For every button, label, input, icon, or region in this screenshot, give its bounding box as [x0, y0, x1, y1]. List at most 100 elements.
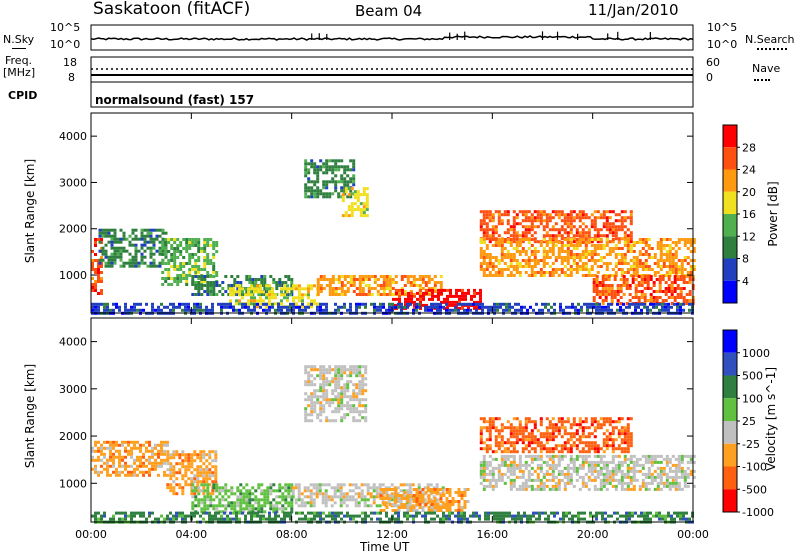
velocity-cell	[160, 446, 163, 450]
velocity-cell	[411, 504, 415, 508]
power-cell	[100, 289, 103, 292]
power-cell	[593, 274, 597, 277]
power-cell	[593, 247, 597, 250]
velocity-cell	[263, 492, 267, 496]
power-cell	[646, 308, 649, 312]
velocity-cell	[154, 452, 157, 456]
power-cell	[172, 305, 175, 309]
power-cell	[475, 308, 478, 312]
power-cell	[325, 308, 328, 312]
power-cell	[538, 308, 541, 312]
power-cell	[479, 300, 482, 304]
velocity-cell	[512, 457, 516, 461]
power-cell	[604, 290, 608, 293]
power-cell	[673, 296, 677, 299]
velocity-cell	[394, 509, 398, 512]
velocity-cell	[623, 426, 627, 430]
velocity-cell	[512, 429, 516, 433]
power-cell	[97, 238, 100, 241]
power-cell	[409, 302, 412, 306]
velocity-cell	[208, 450, 212, 454]
power-cell	[647, 256, 651, 259]
power-cell	[152, 264, 156, 268]
velocity-cell	[190, 459, 194, 463]
velocity-cell	[124, 467, 127, 471]
velocity-cell	[400, 494, 404, 497]
power-cell	[587, 268, 591, 271]
velocity-cell	[611, 475, 615, 479]
velocity-cell	[479, 481, 483, 485]
power-cell	[307, 177, 311, 181]
velocity-cell	[575, 438, 579, 442]
velocity-cell	[641, 454, 645, 458]
power-cell	[566, 253, 570, 256]
power-cell	[530, 271, 534, 274]
power-cell	[488, 259, 492, 262]
power-cell	[482, 234, 486, 238]
power-cell	[340, 189, 344, 193]
velocity-cell	[497, 432, 501, 436]
velocity-cell	[536, 472, 540, 476]
velocity-cell	[596, 426, 600, 430]
velocity-cell	[319, 377, 323, 381]
power-cell	[256, 302, 259, 306]
power-cell	[482, 253, 486, 256]
power-cell	[590, 219, 594, 223]
power-cell	[205, 305, 208, 309]
power-cell	[349, 305, 352, 309]
velocity-cell	[112, 455, 115, 459]
velocity-cell	[638, 457, 642, 461]
power-cell	[601, 290, 605, 293]
velocity-cell	[557, 457, 561, 461]
power-cell	[575, 238, 579, 241]
power-cell	[455, 291, 458, 295]
power-cell	[551, 262, 555, 265]
velocity-cell	[172, 471, 176, 475]
power-cell	[352, 174, 356, 178]
power-cell	[265, 308, 268, 312]
power-cell	[604, 275, 608, 278]
power-cell	[358, 284, 362, 287]
power-cell	[113, 261, 117, 265]
power-cell	[436, 281, 440, 284]
velocity-cell	[424, 503, 428, 506]
power-cell	[128, 240, 132, 244]
power-cell	[607, 275, 611, 278]
velocity-cell	[530, 435, 534, 439]
velocity-cell	[284, 489, 288, 493]
power-cell	[563, 231, 567, 235]
velocity-cell	[433, 497, 437, 500]
power-cell	[569, 250, 573, 253]
velocity-cell	[334, 419, 338, 423]
velocity-cell	[409, 506, 413, 509]
power-cell	[497, 268, 501, 271]
velocity-cell	[307, 419, 311, 423]
power-cell	[203, 250, 207, 253]
velocity-cell	[109, 440, 112, 444]
velocity-cell	[306, 501, 310, 505]
velocity-cell	[136, 455, 139, 459]
power-cell	[200, 275, 204, 278]
velocity-cell	[254, 507, 258, 511]
velocity-cell	[358, 392, 362, 396]
power-cell	[611, 225, 615, 229]
power-cell	[122, 234, 126, 238]
power-cell	[632, 268, 636, 271]
power-cell	[503, 256, 507, 259]
velocity-cell	[593, 487, 597, 491]
power-cell	[212, 287, 216, 290]
velocity-cell	[382, 503, 386, 506]
power-cell	[104, 264, 108, 268]
power-cell	[482, 268, 486, 271]
velocity-cell	[208, 462, 212, 466]
velocity-cell	[448, 503, 452, 506]
power-cell	[119, 249, 123, 253]
power-cell	[667, 278, 671, 281]
velocity-cell	[584, 472, 588, 476]
velocity-cell	[399, 489, 403, 493]
power-cell	[539, 213, 543, 217]
velocity-cell	[202, 474, 206, 478]
power-cell	[319, 290, 323, 293]
power-cell	[158, 261, 162, 265]
power-cell	[638, 238, 642, 241]
